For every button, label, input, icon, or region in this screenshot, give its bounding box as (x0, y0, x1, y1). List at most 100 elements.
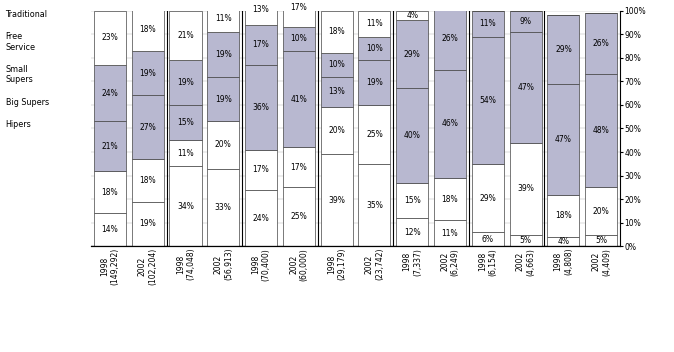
Text: 25%: 25% (290, 212, 307, 221)
Bar (396, 88, 428, 183)
Text: 39%: 39% (328, 196, 345, 205)
Text: 54%: 54% (479, 96, 496, 105)
Bar (169, 105, 202, 140)
Bar (547, 84, 580, 195)
Text: 5%: 5% (595, 236, 607, 245)
Bar (131, 159, 164, 202)
Bar (321, 53, 353, 77)
Bar (131, 202, 164, 246)
Text: 20%: 20% (593, 207, 609, 215)
Bar (359, 164, 390, 246)
Text: 39%: 39% (517, 184, 534, 193)
Bar (396, 11, 428, 20)
Text: 11%: 11% (441, 229, 458, 238)
Bar (94, 171, 126, 213)
Text: 14%: 14% (102, 225, 118, 234)
Text: 9%: 9% (520, 17, 532, 26)
Bar (472, 232, 504, 246)
Bar (245, 0, 277, 25)
Text: 13%: 13% (253, 5, 270, 14)
Bar (131, 95, 164, 159)
Bar (585, 13, 617, 74)
Text: 36%: 36% (253, 103, 270, 112)
Bar (283, 0, 315, 27)
Bar (510, 11, 542, 32)
Text: 18%: 18% (328, 27, 345, 36)
Text: 6%: 6% (482, 235, 494, 244)
Text: 10%: 10% (328, 60, 345, 69)
Text: 18%: 18% (140, 176, 156, 185)
Bar (434, 8, 466, 69)
Text: 20%: 20% (328, 126, 345, 135)
Text: 17%: 17% (253, 40, 270, 49)
Text: 19%: 19% (140, 220, 156, 228)
Text: 24%: 24% (102, 89, 118, 98)
Text: 18%: 18% (102, 188, 118, 197)
Bar (585, 187, 617, 234)
Text: 41%: 41% (290, 94, 307, 103)
Bar (321, 77, 353, 107)
Bar (131, 51, 164, 95)
Bar (547, 237, 580, 246)
Bar (359, 60, 390, 105)
Legend: Traditional, Free
Service, Small
Supers, Big Supers, Hipers: Traditional, Free Service, Small Supers,… (0, 10, 49, 129)
Bar (207, 169, 239, 246)
Bar (169, 11, 202, 60)
Text: 29%: 29% (479, 194, 496, 202)
Bar (131, 8, 164, 51)
Text: 19%: 19% (215, 94, 232, 103)
Bar (169, 60, 202, 105)
Text: 11%: 11% (366, 19, 383, 28)
Text: 29%: 29% (404, 50, 421, 59)
Text: 24%: 24% (253, 214, 270, 222)
Bar (207, 121, 239, 169)
Bar (321, 11, 353, 53)
Bar (472, 11, 504, 37)
Text: 23%: 23% (102, 33, 118, 42)
Bar (245, 25, 277, 65)
Text: 17%: 17% (290, 2, 307, 12)
Text: 20%: 20% (215, 140, 232, 150)
Text: 4%: 4% (557, 237, 570, 246)
Text: 25%: 25% (366, 130, 383, 139)
Bar (585, 234, 617, 246)
Text: 47%: 47% (555, 134, 572, 144)
Text: 35%: 35% (366, 201, 383, 210)
Text: 19%: 19% (140, 69, 156, 77)
Bar (245, 150, 277, 190)
Text: 5%: 5% (520, 236, 532, 245)
Bar (94, 121, 126, 171)
Bar (396, 183, 428, 218)
Text: 27%: 27% (140, 123, 156, 132)
Text: 18%: 18% (441, 195, 458, 204)
Bar (94, 213, 126, 246)
Text: 19%: 19% (215, 50, 232, 59)
Text: 13%: 13% (328, 87, 345, 96)
Bar (207, 77, 239, 121)
Bar (510, 143, 542, 234)
Text: 15%: 15% (404, 196, 421, 205)
Bar (547, 195, 580, 237)
Bar (283, 27, 315, 51)
Bar (396, 20, 428, 88)
Text: 21%: 21% (177, 31, 194, 40)
Text: 11%: 11% (479, 19, 496, 28)
Text: 18%: 18% (555, 211, 572, 220)
Text: 47%: 47% (517, 83, 534, 92)
Text: 21%: 21% (102, 142, 118, 151)
Bar (359, 11, 390, 37)
Text: 17%: 17% (290, 163, 307, 172)
Bar (94, 65, 126, 121)
Text: 17%: 17% (253, 165, 270, 174)
Text: 10%: 10% (366, 44, 383, 53)
Text: 34%: 34% (177, 202, 194, 211)
Text: 15%: 15% (177, 118, 194, 127)
Bar (245, 65, 277, 150)
Text: 26%: 26% (441, 34, 458, 43)
Bar (169, 166, 202, 246)
Text: 11%: 11% (177, 149, 194, 158)
Bar (434, 69, 466, 178)
Bar (510, 32, 542, 143)
Bar (207, 32, 239, 77)
Bar (547, 15, 580, 84)
